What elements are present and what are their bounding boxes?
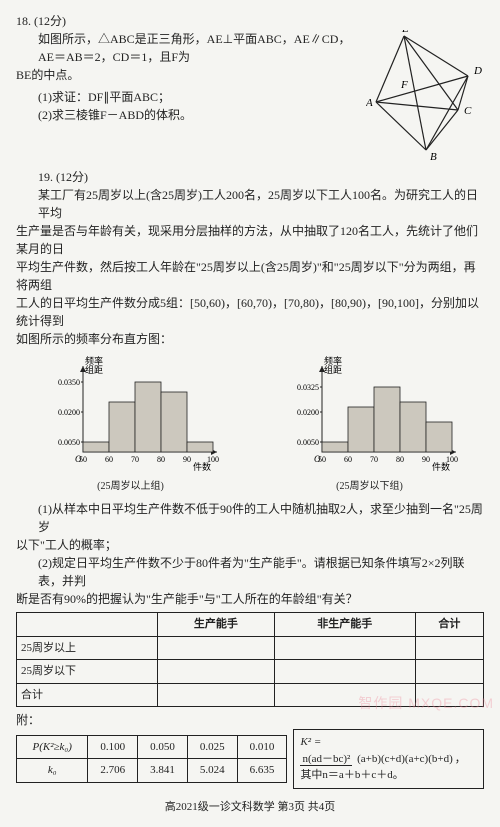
q18-sub1: (1)求证：DF∥平面ABC； (38, 88, 360, 106)
q18-stem-1: 如图所示，△ABC是正三角形，AE⊥平面ABC，AE∥CD，AE＝AB＝2，CD… (38, 30, 360, 66)
q19-stem-4: 工人的日平均生产件数分成5组：[50,60)，[60,70)，[70,80)，[… (16, 294, 484, 330)
table-header (17, 613, 158, 637)
table-header: 生产能手 (157, 613, 274, 637)
svg-text:F: F (400, 79, 408, 91)
svg-text:70: 70 (370, 455, 378, 464)
q19-sub2-l2: 断是否有90%的把握认为"生产能手"与"工人所在的年龄组"有关？ (16, 590, 484, 608)
q19-charts: 0.00500.02000.03505060708090100O频率组距件数 (… (16, 354, 484, 494)
svg-text:C: C (464, 105, 472, 117)
k2-lhs: K² = (300, 736, 321, 748)
table-row: k₀2.7063.8415.0246.635 (17, 759, 287, 783)
q18-figure: A B C E D F (366, 30, 484, 160)
q18-number: 18. (16, 14, 31, 28)
svg-text:0.0050: 0.0050 (297, 438, 319, 447)
table-row: P(K²≥k₀)0.1000.0500.0250.010 (17, 735, 287, 759)
svg-text:0.0350: 0.0350 (58, 378, 80, 387)
q19-sub1-l1: (1)从样本中日平均生产件数不低于90件的工人中随机抽取2人，求至少抽到一名"2… (38, 500, 484, 536)
q18: 18. (12分) 如图所示，△ABC是正三角形，AE⊥平面ABC，AE∥CD，… (16, 12, 484, 160)
svg-text:O: O (314, 454, 321, 464)
svg-text:B: B (430, 151, 437, 160)
q18-points: (12分) (34, 14, 66, 28)
q19-critical-table: P(K²≥k₀)0.1000.0500.0250.010k₀2.7063.841… (16, 735, 287, 783)
svg-text:60: 60 (105, 455, 113, 464)
q18-sub2: (2)求三棱锥F－ABD的体积。 (38, 106, 360, 124)
table-header: 合计 (415, 613, 483, 637)
svg-text:频率组距: 频率组距 (85, 355, 103, 375)
svg-text:60: 60 (344, 455, 352, 464)
q19-chart-left: 0.00500.02000.03505060708090100O频率组距件数 (41, 354, 221, 474)
q19-points: (12分) (56, 170, 88, 184)
q19-k2-formula: K² = n(ad－bc)² (a+b)(c+d)(a+c)(b+d) ， 其中… (293, 729, 484, 789)
svg-text:E: E (401, 30, 409, 35)
svg-text:90: 90 (183, 455, 191, 464)
table-row: 25周岁以下 (17, 660, 484, 684)
k2-num: n(ad－bc)² (300, 753, 352, 766)
q19-stem-5: 如图所示的频率分布直方图： (16, 330, 484, 348)
q19-chart-left-caption: (25周岁以上组) (41, 479, 221, 494)
q19-number: 19. (38, 170, 53, 184)
q19-chart-right: 0.00500.02000.03255060708090100O频率组距件数 (280, 354, 460, 474)
svg-text:O: O (75, 454, 82, 464)
svg-text:80: 80 (157, 455, 165, 464)
svg-text:0.0050: 0.0050 (58, 438, 80, 447)
q19-stem-3: 平均生产件数，然后按工人年龄在"25周岁以上(含25周岁)"和"25周岁以下"分… (16, 258, 484, 294)
q18-stem-2: BE的中点。 (16, 66, 360, 84)
table-row: 25周岁以上 (17, 636, 484, 660)
k2-note: 其中n＝a＋b＋c＋d。 (300, 769, 403, 781)
q19-sub2-l1: (2)规定日平均生产件数不少于80件者为"生产能手"。请根据已知条件填写2×2列… (38, 554, 484, 590)
svg-text:0.0200: 0.0200 (58, 408, 80, 417)
svg-text:件数: 件数 (431, 461, 449, 472)
svg-text:件数: 件数 (192, 461, 210, 472)
watermark: 智作园 MXQE.COM (358, 693, 494, 714)
svg-text:A: A (366, 97, 373, 109)
svg-text:70: 70 (131, 455, 139, 464)
svg-text:90: 90 (422, 455, 430, 464)
page-footer: 高2021级一诊文科数学 第3页 共4页 (16, 799, 484, 816)
svg-text:0.0325: 0.0325 (297, 383, 319, 392)
q19-chart-right-caption: (25周岁以下组) (280, 479, 460, 494)
q19-stem-1: 某工厂有25周岁以上(含25周岁)工人200名，25周岁以下工人100名。为研究… (38, 186, 484, 222)
svg-text:频率组距: 频率组距 (324, 355, 342, 375)
k2-den: (a+b)(c+d)(a+c)(b+d) (355, 753, 455, 765)
q19-stem-2: 生产量是否与年龄有关，现采用分层抽样的方法，从中抽取了120名工人，先统计了他们… (16, 222, 484, 258)
svg-text:0.0200: 0.0200 (297, 408, 319, 417)
table-header: 非生产能手 (274, 613, 415, 637)
svg-text:80: 80 (396, 455, 404, 464)
q19-sub1-l2: 以下"工人的概率； (16, 536, 484, 554)
svg-text:D: D (473, 65, 482, 77)
